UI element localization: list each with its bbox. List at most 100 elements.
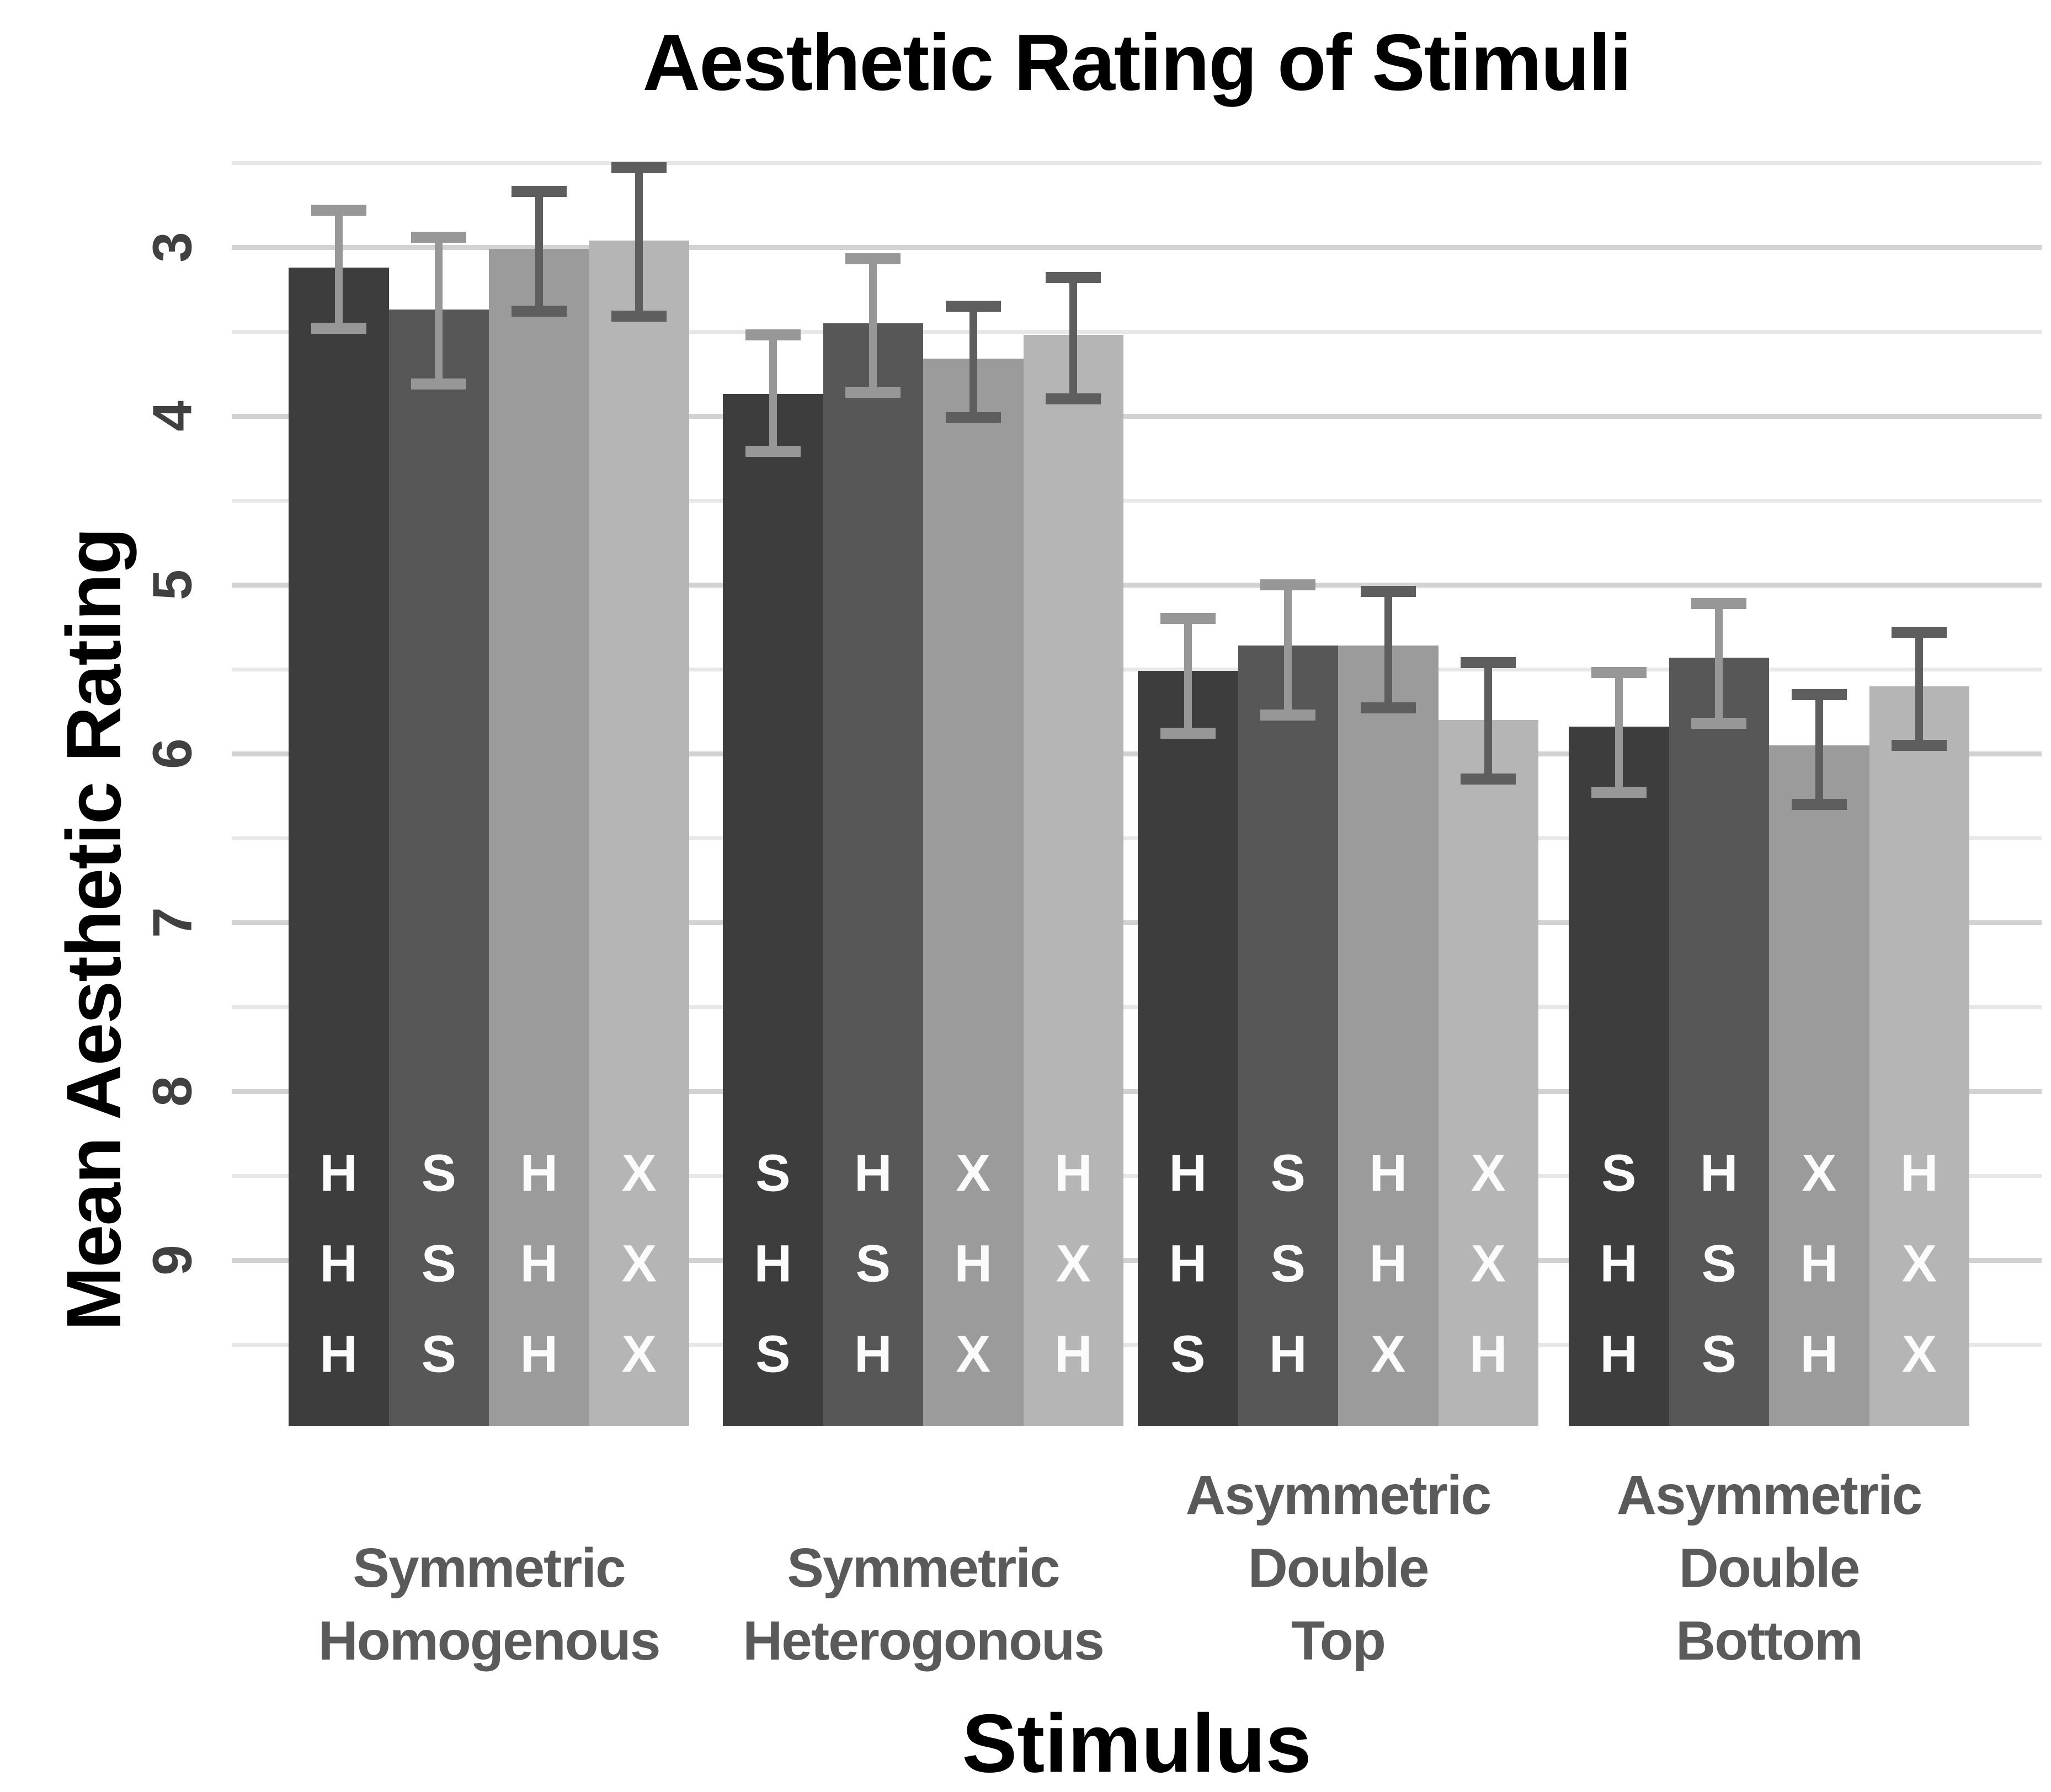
bar-letter: S	[421, 1144, 456, 1203]
bar-letter: S	[421, 1234, 456, 1293]
bar	[1769, 745, 1869, 1426]
error-bar-cap	[1892, 626, 1947, 638]
error-bar-cap	[945, 412, 1001, 424]
error-bar-line	[1715, 603, 1723, 723]
bar-letter: H	[520, 1234, 558, 1293]
bar-letter: X	[956, 1144, 991, 1203]
error-bar-cap	[1160, 728, 1216, 739]
bar-letter: X	[1802, 1144, 1837, 1203]
error-bar-cap	[411, 378, 467, 390]
bar	[723, 394, 823, 1426]
group-label-line: Symmetric	[353, 1537, 626, 1599]
gridline-major	[232, 582, 2042, 588]
bar-letter: S	[1270, 1144, 1306, 1203]
bar-letter: S	[1601, 1144, 1637, 1203]
bar-letter: X	[1471, 1144, 1506, 1203]
group-label-line: Double	[1679, 1537, 1861, 1599]
group-label-line: Asymmetric	[1616, 1464, 1923, 1526]
bar	[1569, 727, 1669, 1426]
bar	[923, 358, 1024, 1426]
bar-letter: H	[1800, 1325, 1839, 1384]
y-tick-label: 5	[141, 569, 204, 600]
error-bar-cap	[1160, 613, 1216, 625]
error-bar-line	[969, 306, 977, 418]
error-bar-cap	[1360, 586, 1416, 598]
bar-letter: X	[1901, 1325, 1937, 1384]
bar-letter: H	[1269, 1325, 1307, 1384]
error-bar-cap	[511, 306, 567, 317]
bar	[1869, 686, 1969, 1426]
gridline-minor	[232, 836, 2042, 840]
group-label-line: Symmetric	[787, 1537, 1060, 1599]
bar-letter: H	[854, 1144, 892, 1203]
error-bar-cap	[845, 387, 901, 398]
gridline-major	[232, 244, 2042, 250]
bar-letter: H	[319, 1234, 358, 1293]
error-bar-line	[1484, 662, 1493, 779]
gridline-minor	[232, 498, 2042, 503]
gridline-major	[232, 413, 2042, 419]
error-bar-cap	[1591, 667, 1647, 679]
error-bar-cap	[311, 322, 366, 334]
bar-letter: H	[1469, 1325, 1507, 1384]
bar-letter: H	[520, 1144, 558, 1203]
error-bar-cap	[745, 329, 801, 341]
bar-letter: H	[854, 1325, 892, 1384]
bar-letter: H	[1369, 1234, 1408, 1293]
error-bar-cap	[511, 186, 567, 198]
error-bar-line	[869, 259, 877, 393]
y-tick-label: 7	[141, 907, 204, 938]
y-tick-label: 6	[141, 738, 204, 769]
y-tick-label: 3	[141, 232, 204, 263]
gridline-minor	[232, 329, 2042, 334]
error-bar-line	[435, 237, 443, 384]
bar	[388, 310, 489, 1426]
bar	[1669, 657, 1769, 1426]
gridline-minor	[232, 1005, 2042, 1009]
group-label: Symmetric Homogenous	[103, 1532, 875, 1677]
bar-letter: H	[319, 1144, 358, 1203]
gridline-major	[232, 920, 2042, 925]
error-bar-line	[1284, 585, 1292, 715]
bar-letter: S	[1701, 1234, 1736, 1293]
bar	[823, 323, 923, 1426]
group-label: Asymmetric Double Bottom	[1383, 1459, 2051, 1677]
error-bar-line	[334, 210, 343, 328]
bar-letter: X	[1471, 1234, 1506, 1293]
bar-letter: X	[956, 1325, 991, 1384]
bar-letter: H	[319, 1325, 358, 1384]
bar-letter: S	[855, 1234, 891, 1293]
y-tick-label: 4	[141, 401, 204, 431]
bar-letter: S	[1701, 1325, 1736, 1384]
gridline-major	[232, 1089, 2042, 1094]
error-bar-cap	[611, 311, 667, 322]
gridline-major	[232, 751, 2042, 756]
bar-letter: H	[1054, 1325, 1093, 1384]
error-bar-cap	[1691, 598, 1747, 609]
bar-letter: S	[755, 1325, 791, 1384]
bar	[1023, 335, 1123, 1426]
error-bar-cap	[1461, 657, 1516, 668]
bar	[289, 267, 389, 1426]
error-bar-cap	[1791, 798, 1847, 810]
bar-letter: H	[1169, 1234, 1207, 1293]
bar-letter: H	[1900, 1144, 1938, 1203]
bar	[1438, 719, 1538, 1426]
bar-letter: H	[1600, 1325, 1638, 1384]
bar	[1338, 646, 1439, 1426]
error-bar-line	[1615, 673, 1623, 793]
error-bar-cap	[945, 301, 1001, 312]
error-bar-line	[1384, 591, 1392, 708]
bar-letter: S	[421, 1325, 456, 1384]
bar-letter: X	[621, 1325, 657, 1384]
error-bar-cap	[1360, 702, 1416, 714]
bar-letter: H	[1800, 1234, 1839, 1293]
bar	[589, 240, 689, 1426]
error-bar-cap	[845, 253, 901, 265]
gridline-minor	[232, 1342, 2042, 1347]
bar-letter: H	[1169, 1144, 1207, 1203]
error-bar-cap	[1791, 689, 1847, 700]
error-bar-cap	[411, 231, 467, 243]
